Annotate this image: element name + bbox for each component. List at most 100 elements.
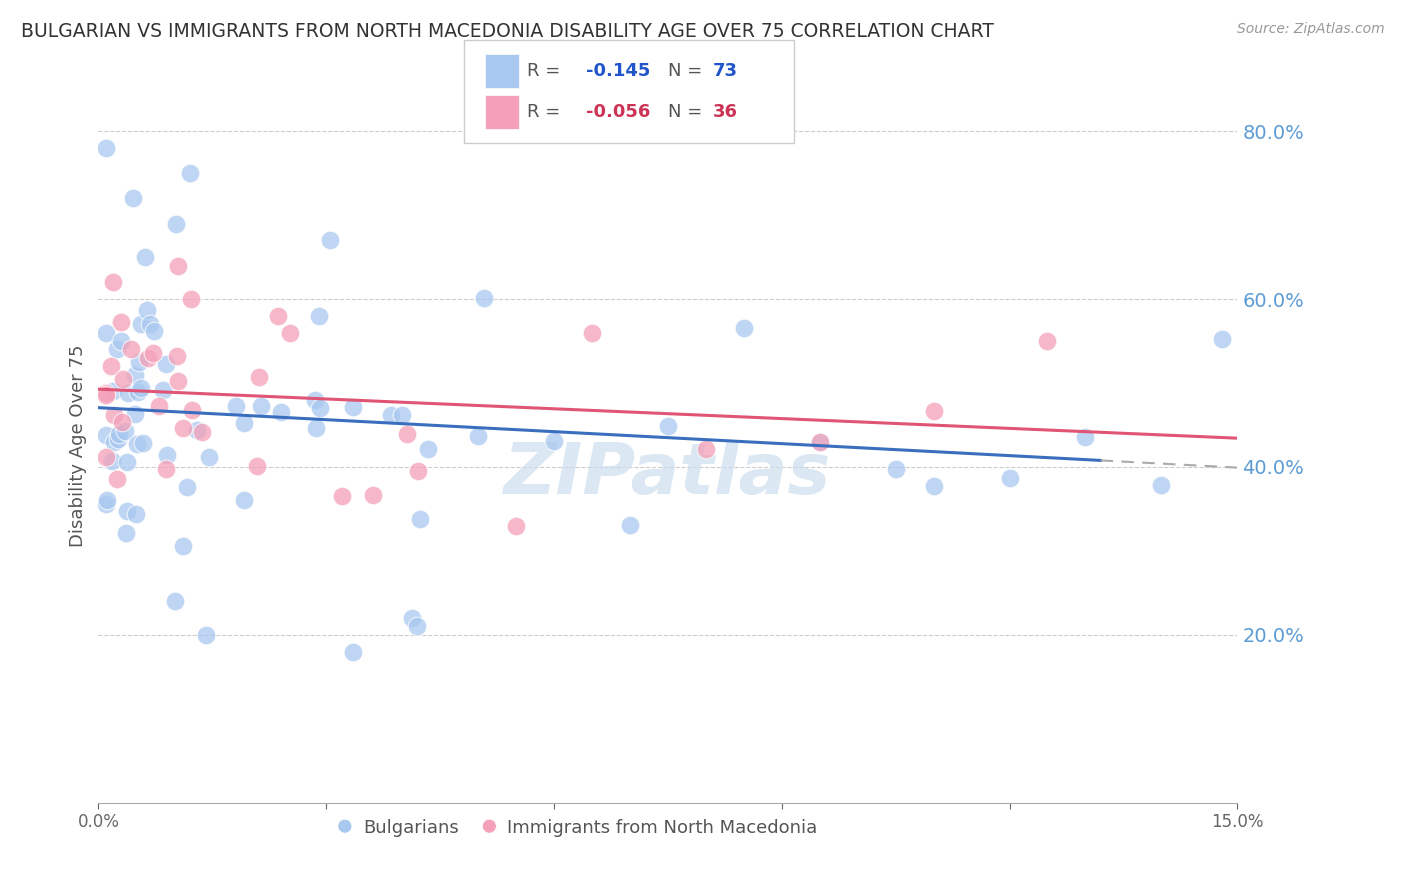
Point: [172, 539, 194, 553]
Point: [167, 259, 190, 273]
Point: [166, 374, 188, 388]
Point: [148, 399, 170, 413]
Point: [309, 401, 332, 415]
Point: [110, 334, 132, 348]
Point: [152, 383, 174, 397]
Point: [108, 427, 131, 442]
Point: [733, 321, 755, 335]
Point: [132, 436, 155, 450]
Point: [233, 417, 256, 431]
Point: [194, 628, 217, 642]
Text: 36: 36: [713, 103, 738, 121]
Point: [94, 497, 117, 511]
Point: [250, 399, 273, 413]
Point: [619, 517, 641, 532]
Point: [270, 405, 292, 419]
Text: Source: ZipAtlas.com: Source: ZipAtlas.com: [1237, 22, 1385, 37]
Point: [922, 404, 945, 418]
Point: [155, 462, 177, 476]
Point: [246, 459, 269, 474]
Point: [120, 343, 142, 357]
Point: [1211, 332, 1233, 346]
Point: [1150, 478, 1173, 492]
Point: [142, 345, 165, 359]
Point: [124, 368, 146, 382]
Point: [416, 442, 439, 457]
Point: [808, 434, 831, 449]
Text: BULGARIAN VS IMMIGRANTS FROM NORTH MACEDONIA DISABILITY AGE OVER 75 CORRELATION : BULGARIAN VS IMMIGRANTS FROM NORTH MACED…: [21, 22, 994, 41]
Point: [107, 432, 129, 446]
Point: [1074, 430, 1097, 444]
Legend: Bulgarians, Immigrants from North Macedonia: Bulgarians, Immigrants from North Macedo…: [329, 812, 825, 844]
Point: [319, 233, 342, 247]
Point: [156, 448, 179, 462]
Point: [247, 369, 270, 384]
Point: [103, 434, 125, 449]
Point: [163, 594, 186, 608]
Point: [304, 392, 326, 407]
Point: [172, 420, 194, 434]
Point: [380, 409, 402, 423]
Point: [308, 310, 330, 324]
Point: [94, 428, 117, 442]
Point: [543, 434, 565, 448]
Point: [472, 291, 495, 305]
Point: [179, 166, 201, 180]
Y-axis label: Disability Age Over 75: Disability Age Over 75: [69, 344, 87, 548]
Text: -0.145: -0.145: [586, 62, 651, 79]
Point: [581, 326, 603, 341]
Point: [505, 518, 527, 533]
Point: [391, 408, 413, 422]
Point: [657, 419, 679, 434]
Point: [180, 402, 202, 417]
Point: [330, 490, 353, 504]
Point: [267, 309, 290, 323]
Point: [122, 191, 145, 205]
Point: [922, 479, 945, 493]
Point: [278, 326, 301, 340]
Text: R =: R =: [527, 103, 567, 121]
Point: [361, 488, 384, 502]
Point: [1036, 334, 1059, 348]
Text: N =: N =: [668, 62, 707, 79]
Point: [105, 472, 128, 486]
Point: [134, 250, 156, 264]
Point: [115, 455, 138, 469]
Point: [166, 349, 188, 363]
Point: [115, 526, 138, 541]
Point: [94, 450, 117, 465]
Point: [233, 493, 256, 508]
Point: [117, 386, 139, 401]
Point: [998, 471, 1021, 485]
Point: [191, 425, 214, 439]
Point: [135, 303, 157, 318]
Text: -0.056: -0.056: [586, 103, 651, 121]
Point: [342, 400, 364, 414]
Point: [155, 357, 177, 371]
Point: [139, 318, 162, 332]
Point: [101, 454, 124, 468]
Point: [884, 462, 907, 476]
Point: [395, 426, 418, 441]
Point: [186, 423, 208, 437]
Point: [198, 450, 221, 464]
Point: [94, 141, 117, 155]
Point: [225, 399, 247, 413]
Point: [127, 384, 149, 399]
Point: [100, 359, 122, 373]
Point: [409, 512, 432, 526]
Point: [111, 415, 134, 429]
Text: 73: 73: [713, 62, 738, 79]
Text: N =: N =: [668, 103, 707, 121]
Point: [467, 429, 489, 443]
Point: [101, 275, 124, 289]
Point: [143, 324, 166, 338]
Point: [94, 388, 117, 402]
Point: [125, 507, 148, 521]
Text: ZIPatlas: ZIPatlas: [505, 440, 831, 509]
Point: [401, 611, 423, 625]
Point: [103, 408, 125, 422]
Point: [94, 326, 117, 340]
Point: [180, 292, 202, 306]
Point: [110, 314, 132, 328]
